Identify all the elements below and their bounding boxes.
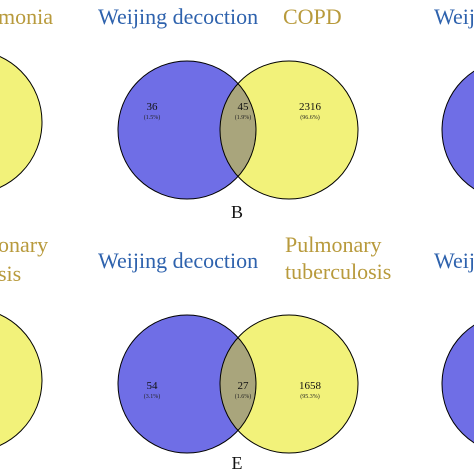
yellow-outline-E — [219, 314, 359, 454]
partial-venn-bottom-left: onary sis — [0, 232, 48, 446]
yellow-circle-E — [220, 315, 358, 453]
blue-circle-B — [118, 61, 256, 199]
set-a-label-B: Weijing decoction — [98, 4, 258, 29]
set-b-label-B: COPD — [283, 4, 342, 29]
pct-only-b-B: (96.6%) — [300, 114, 320, 121]
set-b-label-E-line2: tuberculosis — [285, 259, 391, 284]
yellow-circle-B — [220, 61, 358, 199]
blue-outline-B — [117, 60, 257, 200]
yellow-circle-partial-bottom — [0, 314, 43, 446]
count-only-b-E: 1658 — [299, 380, 322, 392]
pct-both-B: (1.9%) — [235, 114, 252, 121]
count-only-b-B: 2316 — [299, 101, 322, 113]
pct-only-b-E: (95.3%) — [300, 393, 320, 400]
venn-diagram-B: Weijing decoction COPD 36 (1.5%) 45 (1.9… — [98, 4, 359, 222]
count-both-B: 45 — [238, 101, 250, 113]
blue-circle-partial-bottom — [441, 324, 474, 444]
pct-both-E: (1.6%) — [235, 393, 252, 400]
pct-only-a-B: (1.5%) — [144, 114, 161, 121]
yellow-outline-B — [219, 60, 359, 200]
panel-letter-E: E — [232, 453, 243, 473]
partial-venn-bottom-right: Weij — [434, 248, 474, 444]
partial-label-bottom-left-2: sis — [0, 261, 21, 286]
partial-label-top-right: Weij — [434, 4, 474, 29]
partial-label-bottom-right: Weij — [434, 248, 474, 273]
blue-circle-E — [118, 315, 256, 453]
partial-venn-top-right: Weij — [434, 4, 474, 190]
yellow-circle-partial — [0, 56, 43, 188]
blue-circle-partial — [441, 70, 474, 190]
set-a-label-E: Weijing decoction — [98, 248, 258, 273]
partial-label-bottom-left-1: onary — [0, 232, 48, 257]
count-both-E: 27 — [238, 380, 250, 392]
partial-label-top-left: monia — [0, 4, 53, 29]
partial-venn-top-left: monia — [0, 4, 53, 188]
pct-only-a-E: (3.1%) — [144, 393, 161, 400]
count-only-a-B: 36 — [147, 101, 159, 113]
set-b-label-E-line1: Pulmonary — [285, 232, 382, 257]
blue-outline-E — [117, 314, 257, 454]
panel-letter-B: B — [231, 202, 243, 222]
count-only-a-E: 54 — [147, 380, 159, 392]
venn-diagram-E: Weijing decoction Pulmonary tuberculosis… — [98, 232, 391, 473]
